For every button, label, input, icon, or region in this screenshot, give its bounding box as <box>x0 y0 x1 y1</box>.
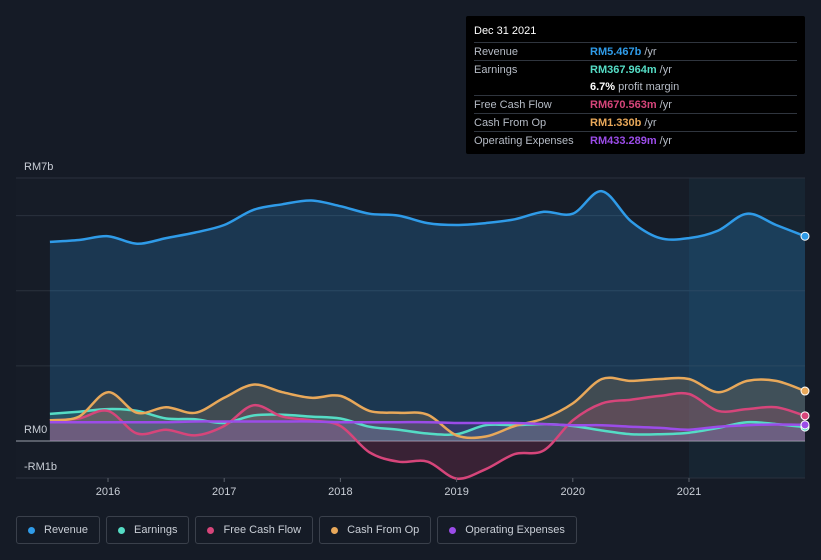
tooltip-row-unit: profit margin <box>618 80 680 93</box>
legend-dot-icon <box>28 526 35 534</box>
series-line-cash-from-op <box>49 376 806 440</box>
legend-label: Free Cash Flow <box>223 524 302 536</box>
legend-label: Operating Expenses <box>465 524 565 536</box>
legend-item-operating-expenses[interactable]: Operating Expenses <box>437 516 577 544</box>
chart-area: RM7b RM0 -RM1b 2016 2017 2018 2019 2020 2021 <box>16 161 810 498</box>
tooltip-row-value: RM367.964m <box>590 63 657 76</box>
series-line-revenue <box>49 189 806 246</box>
tooltip-row-label: Operating Expenses <box>474 134 574 147</box>
legend-item-cash-from-op[interactable]: Cash From Op <box>319 516 432 544</box>
tooltip-row-value: 6.7% <box>590 80 616 93</box>
tooltip-row: Operating Expenses RM433.289m/yr <box>474 131 797 149</box>
series-endpoint-free-cash-flow <box>800 411 810 421</box>
series-endpoint-cash-from-op <box>800 386 810 396</box>
x-tick-label: 2017 <box>212 486 236 498</box>
tooltip-panel: Dec 31 2021 Revenue RM5.467b/yr Earnings RM… <box>466 16 805 154</box>
tooltip-row-value: RM5.467b <box>590 45 642 58</box>
legend-item-revenue[interactable]: Revenue <box>16 516 101 544</box>
series-line-earnings <box>49 407 806 437</box>
tooltip-row: Revenue RM5.467b/yr <box>474 42 797 60</box>
x-tick-label: 2021 <box>677 486 701 498</box>
legend-dot-icon <box>207 526 215 534</box>
legend-label: Revenue <box>44 524 89 536</box>
y-label-bottom: -RM1b <box>24 461 57 473</box>
tooltip-row-unit: /yr <box>659 134 672 147</box>
tooltip-row-label: Earnings <box>474 63 518 76</box>
tooltip-row-unit: /yr <box>644 45 657 58</box>
tooltip-row: Earnings RM367.964m/yr <box>474 60 797 78</box>
tooltip-row-label: Cash From Op <box>474 116 547 129</box>
series-line-operating-expenses <box>49 420 806 431</box>
tooltip-row: Cash From Op RM1.330b/yr <box>474 113 797 131</box>
legend-dot-icon <box>449 526 457 534</box>
x-tick-label: 2016 <box>96 486 120 498</box>
series-endpoint-revenue <box>800 231 810 241</box>
tooltip-date: Dec 31 2021 <box>474 25 537 37</box>
tooltip-row-label: Revenue <box>474 45 519 58</box>
series-line-free-cash-flow <box>49 391 806 480</box>
legend-item-free-cash-flow[interactable]: Free Cash Flow <box>195 516 314 544</box>
tooltip-row: 6.7% profit margin <box>474 78 797 95</box>
tooltip-row-value: RM433.289m <box>590 134 657 147</box>
x-tick-label: 2018 <box>328 486 352 498</box>
series-endpoint-operating-expenses <box>800 420 810 430</box>
legend-item-earnings[interactable]: Earnings <box>106 516 190 544</box>
tooltip-row: Free Cash Flow RM670.563m/yr <box>474 95 797 113</box>
legend: Revenue Earnings Free Cash Flow Cash From O… <box>16 516 577 546</box>
tooltip-row-unit: /yr <box>659 98 672 111</box>
legend-dot-icon <box>118 526 126 534</box>
x-tick-label: 2019 <box>444 486 468 498</box>
tooltip-row-unit: /yr <box>659 63 672 76</box>
legend-label: Earnings <box>134 524 178 536</box>
tooltip-row-value: RM670.563m <box>590 98 657 111</box>
y-label-top: RM7b <box>24 161 53 173</box>
x-tick-label: 2020 <box>561 486 585 498</box>
legend-dot-icon <box>331 526 339 534</box>
legend-label: Cash From Op <box>347 524 420 536</box>
tooltip-row-value: RM1.330b <box>590 116 642 129</box>
tooltip-row-unit: /yr <box>644 116 657 129</box>
tooltip-row-label: Free Cash Flow <box>474 98 552 111</box>
y-label-zero: RM0 <box>24 424 47 436</box>
